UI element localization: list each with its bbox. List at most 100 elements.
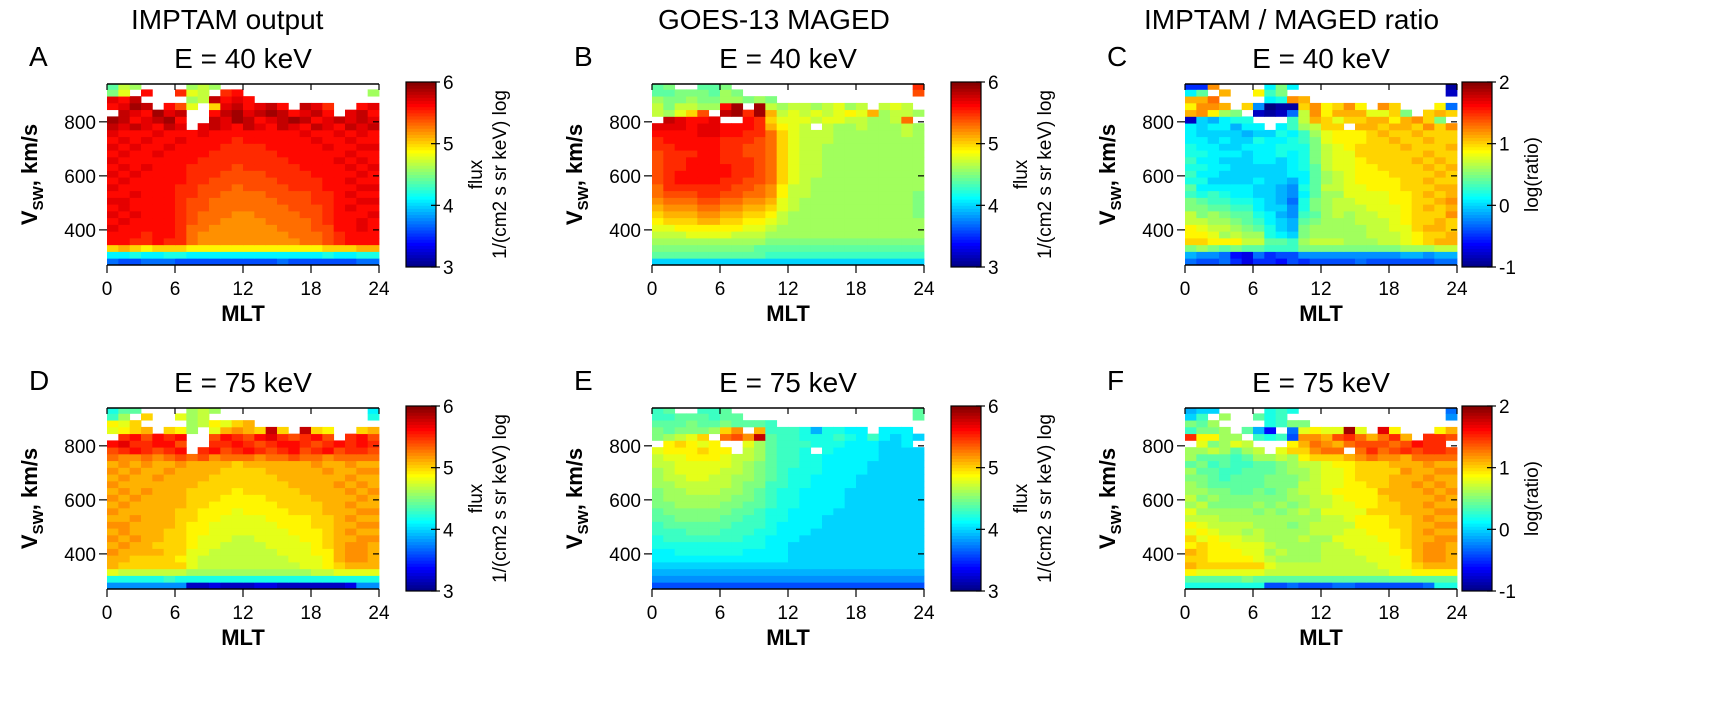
- heatmap-cell: [1253, 237, 1265, 246]
- heatmap-cell: [1287, 177, 1299, 185]
- heatmap-cell: [674, 89, 687, 97]
- heatmap-cell: [175, 575, 187, 583]
- heatmap-cell: [810, 177, 823, 185]
- heatmap-cell: [175, 467, 187, 475]
- heatmap-cell: [1264, 521, 1277, 529]
- heatmap-cell: [1434, 487, 1447, 495]
- heatmap-cell: [867, 163, 880, 171]
- heatmap-cell: [1321, 217, 1333, 225]
- heatmap-cell: [856, 102, 868, 111]
- heatmap-cell: [901, 237, 914, 246]
- heatmap-cell: [1355, 251, 1367, 259]
- heatmap-cell: [810, 480, 823, 489]
- heatmap-cell: [129, 474, 142, 482]
- heatmap-cell: [1298, 136, 1311, 144]
- heatmap-cell: [844, 116, 857, 124]
- heatmap-cell: [822, 494, 834, 502]
- heatmap-cell: [367, 251, 380, 259]
- heatmap-cell: [186, 217, 199, 225]
- colorbar-segment: [1462, 205, 1492, 209]
- heatmap-cell: [231, 197, 244, 205]
- heatmap-cell: [754, 433, 766, 441]
- heatmap-cell: [1207, 163, 1220, 171]
- colorbar-segment: [951, 563, 981, 567]
- heatmap-cell: [1445, 217, 1458, 225]
- heatmap-cell: [220, 582, 233, 590]
- heatmap-cell: [356, 244, 369, 252]
- heatmap-cell: [311, 217, 323, 225]
- colorbar-segment: [1462, 91, 1492, 95]
- heatmap-cell: [152, 251, 165, 259]
- heatmap-cell: [322, 460, 335, 468]
- heatmap-cell: [776, 426, 789, 435]
- heatmap-cell: [1219, 231, 1231, 239]
- heatmap-cell: [1207, 487, 1220, 495]
- heatmap-cell: [163, 170, 176, 178]
- heatmap-cell: [686, 109, 698, 117]
- heatmap-cell: [799, 177, 812, 185]
- heatmap-cell: [311, 507, 323, 516]
- heatmap-cell: [901, 561, 914, 570]
- colorbar-tick-label: 3: [443, 582, 454, 603]
- heatmap-cell: [788, 582, 800, 590]
- heatmap-cell: [1196, 102, 1209, 111]
- colorbar-segment: [406, 446, 436, 450]
- heatmap-cell: [243, 447, 255, 455]
- colorbar-segment: [951, 103, 981, 108]
- heatmap-cell: [1264, 96, 1277, 104]
- heatmap-cell: [163, 555, 176, 563]
- heatmap-cell: [1423, 217, 1435, 225]
- heatmap-cell: [356, 129, 369, 138]
- heatmap-cell: [1332, 217, 1345, 225]
- heatmap-cell: [1309, 163, 1322, 171]
- heatmap-cell: [1332, 177, 1345, 185]
- colorbar-tick-label: 5: [443, 459, 454, 480]
- heatmap-cell: [209, 251, 221, 259]
- heatmap-cell: [1445, 507, 1458, 516]
- heatmap-cell: [1253, 494, 1265, 502]
- heatmap-cell: [686, 89, 698, 97]
- heatmap-cell: [118, 494, 131, 502]
- heatmap-cell: [1343, 433, 1356, 441]
- heatmap-cell: [686, 514, 698, 522]
- heatmap-cell: [1219, 143, 1231, 151]
- heatmap-cell: [776, 197, 789, 205]
- heatmap-cell: [209, 494, 221, 502]
- heatmap-cell: [1264, 575, 1277, 583]
- heatmap-cell: [1400, 555, 1413, 563]
- heatmap-cell: [118, 136, 131, 144]
- x-tick-label: 0: [647, 603, 658, 624]
- heatmap-cell: [901, 460, 914, 468]
- heatmap-cell: [333, 494, 346, 502]
- heatmap-cell: [1389, 129, 1401, 138]
- heatmap-cell: [277, 568, 289, 576]
- heatmap-cell: [277, 177, 289, 185]
- heatmap-cell: [1423, 204, 1435, 212]
- heatmap-cell: [197, 123, 210, 131]
- colorbar-tick-label: 3: [988, 258, 999, 279]
- heatmap-cell: [141, 534, 153, 543]
- heatmap-cell: [197, 494, 210, 502]
- heatmap-cell: [788, 433, 800, 441]
- heatmap-cell: [322, 521, 335, 529]
- heatmap-cell: [890, 487, 902, 495]
- heatmap-cell: [265, 244, 278, 252]
- heatmap-cell: [890, 244, 902, 252]
- heatmap-cell: [1400, 548, 1413, 556]
- heatmap-cell: [663, 575, 676, 583]
- colorbar-segment: [951, 251, 981, 256]
- heatmap-cell: [367, 575, 380, 583]
- heatmap-cell: [209, 480, 221, 489]
- heatmap-cell: [776, 156, 789, 165]
- heatmap-cell: [652, 237, 664, 246]
- heatmap-cell: [731, 494, 744, 502]
- heatmap-cell: [799, 190, 812, 198]
- heatmap-cell: [720, 408, 732, 414]
- heatmap-cell: [1185, 237, 1197, 246]
- heatmap-cell: [1287, 84, 1299, 90]
- heatmap-cell: [277, 507, 289, 516]
- heatmap-cell: [1411, 129, 1424, 138]
- heatmap-cell: [1434, 494, 1447, 502]
- heatmap-cell: [652, 150, 664, 158]
- heatmap-cell: [1287, 548, 1299, 556]
